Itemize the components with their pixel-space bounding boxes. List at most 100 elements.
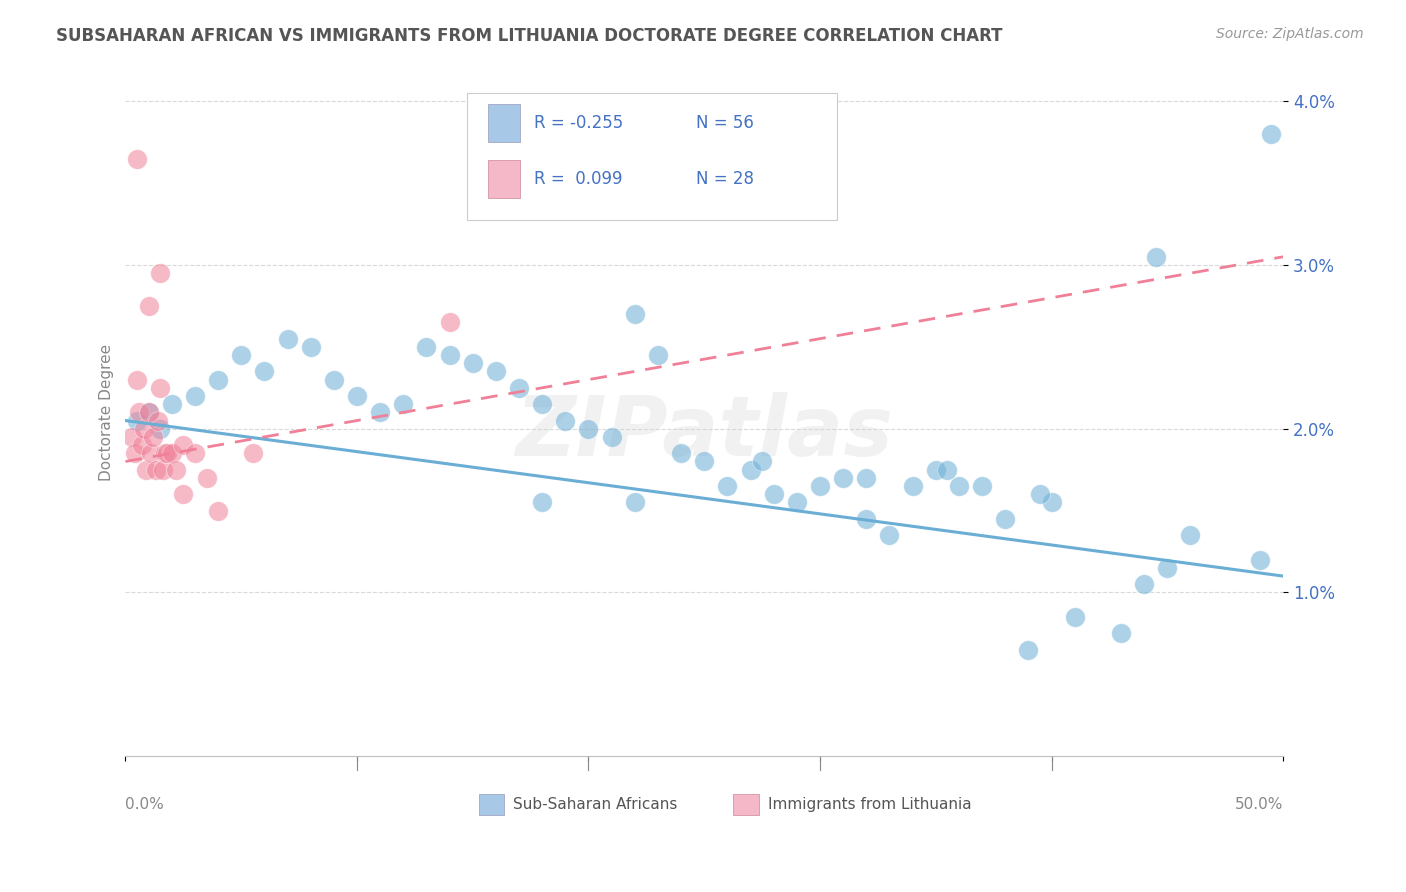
- Point: [231, 348, 253, 362]
- Point: [936, 463, 959, 477]
- Point: [149, 266, 172, 280]
- Bar: [488, 104, 520, 142]
- Point: [346, 389, 368, 403]
- Bar: [488, 161, 520, 198]
- Point: [901, 479, 924, 493]
- Point: [172, 487, 194, 501]
- Point: [740, 463, 762, 477]
- Point: [1017, 642, 1039, 657]
- Point: [125, 413, 148, 427]
- Point: [131, 438, 153, 452]
- Point: [948, 479, 970, 493]
- Point: [156, 446, 179, 460]
- Point: [693, 454, 716, 468]
- Point: [1109, 626, 1132, 640]
- Text: N = 28: N = 28: [696, 170, 754, 188]
- Y-axis label: Doctorate Degree: Doctorate Degree: [100, 343, 114, 481]
- Point: [368, 405, 391, 419]
- Point: [578, 422, 600, 436]
- Point: [160, 446, 183, 460]
- Text: N = 56: N = 56: [696, 114, 754, 132]
- Point: [1260, 127, 1282, 141]
- Point: [253, 364, 276, 378]
- Point: [152, 463, 174, 477]
- Point: [1040, 495, 1063, 509]
- Point: [808, 479, 831, 493]
- Point: [149, 422, 172, 436]
- Text: 50.0%: 50.0%: [1234, 797, 1284, 813]
- Point: [128, 405, 150, 419]
- Point: [125, 373, 148, 387]
- Point: [184, 389, 207, 403]
- Point: [1029, 487, 1052, 501]
- Point: [1180, 528, 1202, 542]
- Point: [600, 430, 623, 444]
- Text: ZIPatlas: ZIPatlas: [516, 392, 893, 474]
- Point: [135, 463, 157, 477]
- Point: [322, 373, 344, 387]
- FancyBboxPatch shape: [467, 93, 838, 219]
- Point: [121, 430, 143, 444]
- Point: [1249, 552, 1271, 566]
- Point: [554, 413, 576, 427]
- Point: [994, 512, 1017, 526]
- Point: [149, 381, 172, 395]
- Point: [786, 495, 808, 509]
- Text: Immigrants from Lithuania: Immigrants from Lithuania: [768, 797, 972, 812]
- Point: [138, 405, 160, 419]
- Point: [242, 446, 264, 460]
- Point: [160, 397, 183, 411]
- Point: [531, 397, 554, 411]
- Text: SUBSAHARAN AFRICAN VS IMMIGRANTS FROM LITHUANIA DOCTORATE DEGREE CORRELATION CHA: SUBSAHARAN AFRICAN VS IMMIGRANTS FROM LI…: [56, 27, 1002, 45]
- Point: [623, 307, 645, 321]
- Point: [142, 430, 165, 444]
- Text: Source: ZipAtlas.com: Source: ZipAtlas.com: [1216, 27, 1364, 41]
- Point: [415, 340, 437, 354]
- Text: R = -0.255: R = -0.255: [534, 114, 623, 132]
- Point: [508, 381, 530, 395]
- Point: [1144, 250, 1167, 264]
- Point: [153, 446, 176, 460]
- Point: [531, 495, 554, 509]
- Point: [485, 364, 508, 378]
- Point: [207, 373, 229, 387]
- Point: [125, 152, 148, 166]
- Text: 0.0%: 0.0%: [125, 797, 165, 813]
- Point: [277, 332, 299, 346]
- Point: [145, 463, 167, 477]
- Point: [146, 413, 169, 427]
- Text: R =  0.099: R = 0.099: [534, 170, 623, 188]
- Point: [879, 528, 901, 542]
- Point: [195, 471, 218, 485]
- Point: [461, 356, 484, 370]
- Point: [439, 348, 461, 362]
- Point: [855, 512, 877, 526]
- Point: [647, 348, 669, 362]
- Point: [132, 422, 155, 436]
- Point: [855, 471, 877, 485]
- Point: [1063, 610, 1085, 624]
- Point: [124, 446, 146, 460]
- Point: [138, 405, 160, 419]
- Point: [623, 495, 645, 509]
- Point: [392, 397, 415, 411]
- Point: [970, 479, 993, 493]
- Point: [1156, 561, 1178, 575]
- Point: [207, 503, 229, 517]
- Point: [138, 299, 160, 313]
- Point: [716, 479, 738, 493]
- Point: [139, 446, 162, 460]
- Point: [439, 315, 461, 329]
- Point: [751, 454, 773, 468]
- Bar: [733, 794, 759, 814]
- Point: [184, 446, 207, 460]
- Text: Sub-Saharan Africans: Sub-Saharan Africans: [513, 797, 678, 812]
- Point: [172, 438, 194, 452]
- Point: [299, 340, 322, 354]
- Point: [165, 463, 187, 477]
- Point: [669, 446, 692, 460]
- Point: [762, 487, 785, 501]
- Point: [925, 463, 948, 477]
- Point: [832, 471, 855, 485]
- Bar: [478, 794, 503, 814]
